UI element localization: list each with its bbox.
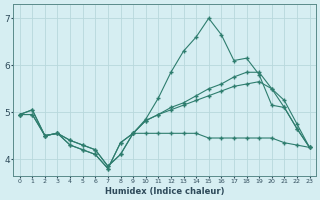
X-axis label: Humidex (Indice chaleur): Humidex (Indice chaleur) <box>105 187 224 196</box>
